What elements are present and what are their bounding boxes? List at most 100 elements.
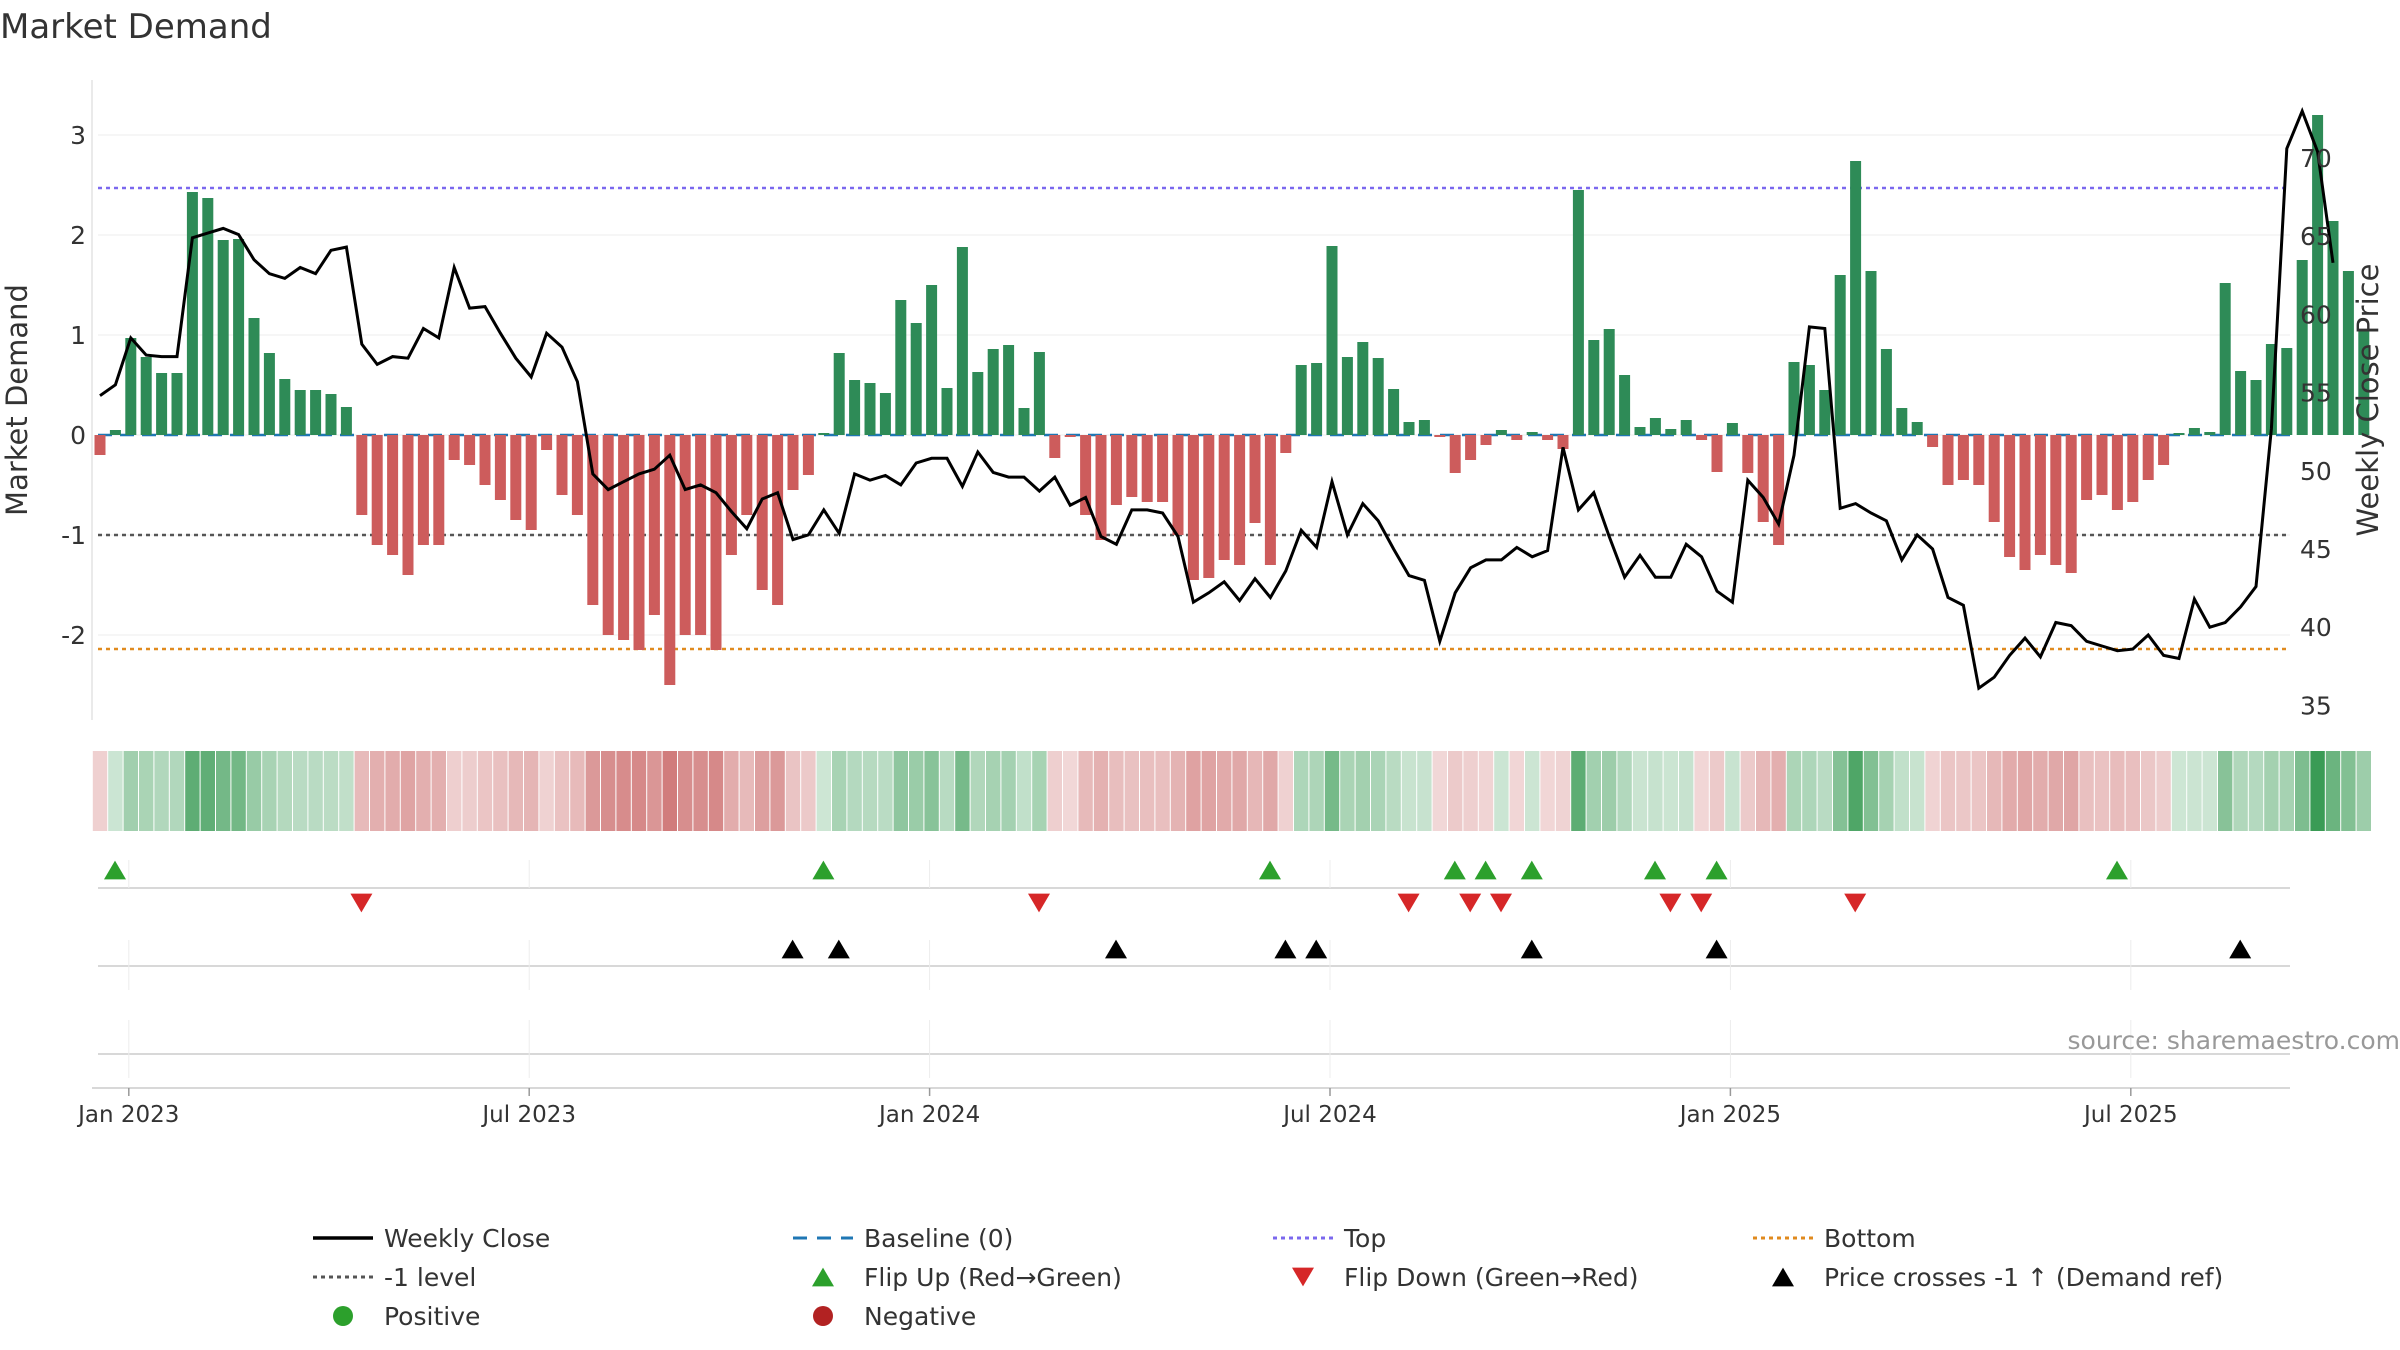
heat-cell-97: [1586, 751, 1601, 831]
flip-up-marker-3: [1443, 860, 1466, 880]
demand-bar-138: [2219, 283, 2231, 435]
heat-cell-79: [1309, 751, 1324, 831]
heat-cell-17: [354, 751, 369, 831]
right-tick-4: 50: [2300, 457, 2332, 486]
heat-cell-99: [1617, 751, 1632, 831]
demand-bar-100: [1634, 427, 1646, 435]
heat-cell-51: [878, 751, 893, 831]
demand-bar-139: [2235, 371, 2247, 435]
demand-bar-104: [1696, 435, 1708, 440]
heat-cell-4: [154, 751, 169, 831]
demand-bar-42: [741, 435, 753, 515]
flip-up-marker-4: [1474, 860, 1497, 880]
demand-bar-46: [802, 435, 814, 475]
demand-bar-20: [402, 435, 414, 575]
x-tick-label-3: Jul 2024: [1281, 1102, 1377, 1128]
heat-cell-143: [2295, 751, 2310, 831]
price-cross-marker-4: [1305, 939, 1328, 959]
heat-cell-111: [1802, 751, 1817, 831]
heat-cell-57: [970, 751, 985, 831]
heat-cell-35: [631, 751, 647, 831]
heat-cell-78: [1294, 751, 1309, 831]
heat-cell-56: [955, 751, 970, 831]
x-axis-ticks: Jan 2023 Jul 2023 Jan 2024 Jul 2024 Jan 2025…: [76, 1088, 2178, 1128]
heat-cell-31: [570, 751, 585, 831]
heat-cell-8: [216, 751, 231, 831]
demand-bars: [94, 115, 2370, 685]
demand-bar-123: [1988, 435, 2000, 522]
demand-bar-83: [1372, 358, 1384, 435]
demand-bar-18: [371, 435, 383, 545]
demand-bar-136: [2188, 428, 2200, 435]
demand-bar-59: [1003, 345, 1015, 435]
heat-cell-50: [862, 751, 878, 831]
legend-label-8: Positive: [384, 1302, 480, 1331]
demand-bar-16: [340, 407, 352, 435]
heat-cell-76: [1263, 751, 1278, 831]
demand-bar-116: [1880, 349, 1892, 435]
demand-bar-4: [156, 373, 168, 435]
demand-bar-79: [1311, 363, 1323, 435]
heat-cell-71: [1186, 751, 1201, 831]
demand-bar-113: [1834, 275, 1846, 435]
heat-cell-53: [909, 751, 924, 831]
flip-up-marker-2: [1259, 860, 1281, 880]
source-credit: source: sharemaestro.com: [2068, 1026, 2400, 1055]
demand-bar-75: [1249, 435, 1261, 523]
heat-cell-113: [1833, 751, 1848, 831]
demand-bar-37: [664, 435, 676, 685]
heat-cell-131: [2110, 751, 2125, 831]
demand-bar-70: [1172, 435, 1184, 535]
heat-cell-70: [1170, 751, 1186, 831]
demand-bar-57: [972, 372, 984, 435]
heat-cell-46: [801, 751, 816, 831]
heat-cell-84: [1386, 751, 1401, 831]
legend-glyph-7: [1772, 1267, 1794, 1287]
heat-cell-81: [1340, 751, 1355, 831]
heat-cell-103: [1679, 751, 1694, 831]
demand-bar-5: [171, 373, 183, 435]
heat-cell-32: [585, 751, 600, 831]
heat-cell-89: [1463, 751, 1478, 831]
flip-down-marker-0: [350, 893, 373, 913]
demand-bar-108: [1757, 435, 1769, 522]
demand-bar-2: [125, 338, 137, 435]
demand-bar-120: [1942, 435, 1954, 485]
price-cross-marker-7: [2229, 939, 2252, 959]
right-tick-2: 60: [2300, 300, 2332, 329]
demand-bar-52: [895, 300, 907, 435]
demand-bar-85: [1403, 422, 1415, 435]
heat-cell-74: [1232, 751, 1247, 831]
legend-label-5: Flip Up (Red→Green): [864, 1263, 1122, 1292]
flip-up-marker-0: [104, 860, 126, 880]
demand-bar-28: [525, 435, 537, 530]
demand-bar-61: [1033, 352, 1045, 435]
heat-cell-0: [92, 751, 108, 831]
heat-cell-135: [2171, 751, 2187, 831]
demand-bar-112: [1819, 390, 1831, 435]
flip-up-marker-1: [812, 860, 835, 880]
demand-bar-19: [387, 435, 399, 555]
heat-cell-22: [431, 751, 446, 831]
demand-bar-125: [2019, 435, 2031, 570]
demand-bar-130: [2096, 435, 2108, 495]
heat-cell-63: [1063, 751, 1078, 831]
demand-bar-145: [2327, 221, 2339, 435]
demand-bar-133: [2142, 435, 2154, 480]
demand-bar-51: [879, 393, 891, 435]
legend: Weekly Close Baseline (0) Top Bottom -1 leve…: [313, 1224, 2223, 1331]
heat-cell-137: [2202, 751, 2217, 831]
demand-bar-0: [94, 435, 106, 455]
demand-bar-141: [2265, 344, 2277, 435]
heat-cell-119: [1925, 751, 1940, 831]
demand-bar-107: [1742, 435, 1754, 473]
heat-cell-68: [1140, 751, 1155, 831]
heat-cell-43: [755, 751, 770, 831]
right-tick-5: 45: [2300, 535, 2332, 564]
heat-cell-126: [2033, 751, 2048, 831]
heat-cell-23: [447, 751, 462, 831]
heat-cell-20: [400, 751, 416, 831]
demand-bar-35: [633, 435, 645, 650]
demand-bar-94: [1542, 435, 1554, 440]
